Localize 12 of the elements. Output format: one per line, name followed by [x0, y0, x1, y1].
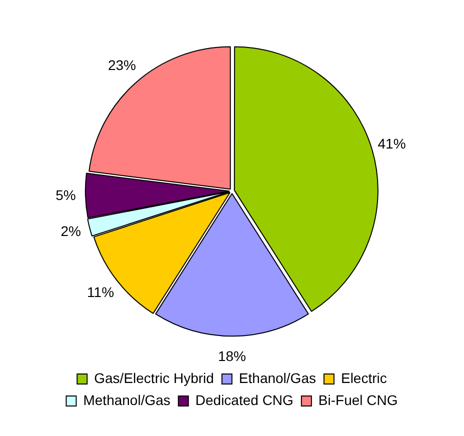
- legend-label: Electric: [340, 370, 387, 386]
- data-label: 41%: [378, 135, 406, 152]
- legend-label: Bi-Fuel CNG: [318, 392, 398, 408]
- data-label: 11%: [87, 284, 114, 300]
- legend-label: Dedicated CNG: [195, 392, 294, 408]
- data-label: 23%: [108, 57, 136, 74]
- legend-label: Gas/Electric Hybrid: [94, 370, 214, 386]
- legend-label: Ethanol/Gas: [238, 370, 316, 386]
- data-label: 5%: [56, 187, 76, 204]
- data-label: 18%: [218, 348, 246, 364]
- legend-label: Methanol/Gas: [83, 392, 170, 408]
- data-label: 2%: [60, 223, 81, 240]
